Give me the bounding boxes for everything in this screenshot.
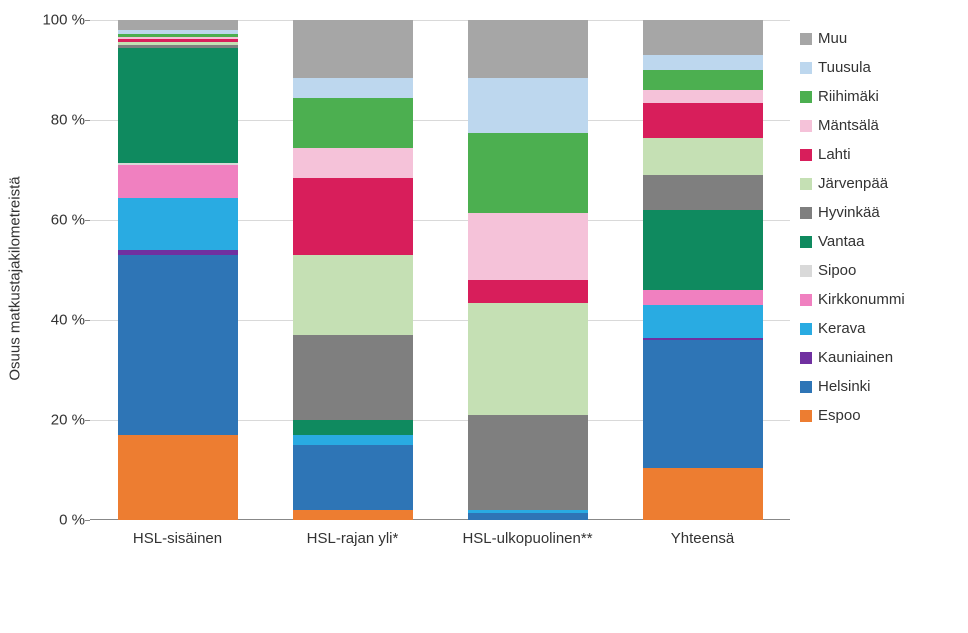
bar-segment [643,305,763,338]
y-tick-label: 80 % [35,112,85,129]
bar-segment [118,198,238,251]
legend-item: Riihimäki [800,88,905,105]
bar-segment [293,255,413,335]
bar-segment [643,90,763,103]
legend-label: Hyvinkää [818,204,880,221]
bars-region [90,20,790,520]
y-tick-label: 100 % [35,12,85,29]
bar-segment [293,178,413,256]
legend: Muu Tuusula Riihimäki Mäntsälä Lahti Järvenpä… [800,30,905,436]
bar-segment [643,175,763,210]
legend-label: Espoo [818,407,861,424]
x-tick-label: HSL-rajan yli* [265,520,440,547]
bar-segment [643,20,763,55]
legend-swatch [800,323,812,335]
legend-label: Helsinki [818,378,871,395]
legend-label: Mäntsälä [818,117,879,134]
bar-segment [468,280,588,303]
bar-segment [118,48,238,163]
bar-segment [468,303,588,416]
legend-label: Muu [818,30,847,47]
bar-segment [118,20,238,30]
bar-segment [293,335,413,420]
legend-item: Sipoo [800,262,905,279]
legend-label: Kauniainen [818,349,893,366]
bar-segment [468,78,588,133]
legend-item: Muu [800,30,905,47]
legend-swatch [800,265,812,277]
legend-item: Vantaa [800,233,905,250]
legend-swatch [800,410,812,422]
legend-swatch [800,178,812,190]
legend-label: Järvenpää [818,175,888,192]
y-tick-label: 60 % [35,212,85,229]
legend-item: Kauniainen [800,349,905,366]
bar-segment [643,103,763,138]
legend-item: Hyvinkää [800,204,905,221]
legend-item: Tuusula [800,59,905,76]
legend-swatch [800,294,812,306]
legend-item: Mäntsälä [800,117,905,134]
bar-segment [118,435,238,520]
bar-segment [293,20,413,78]
bar-segment [468,213,588,281]
legend-swatch [800,236,812,248]
bar-segment [293,435,413,445]
y-tick-label: 40 % [35,312,85,329]
legend-item: Järvenpää [800,175,905,192]
x-tick-label: Yhteensä [615,520,790,547]
bar-segment [293,420,413,435]
bar-group [118,20,238,520]
legend-item: Helsinki [800,378,905,395]
bar-segment [293,445,413,510]
y-tick-label: 0 % [35,512,85,529]
bar-segment [468,513,588,521]
legend-label: Sipoo [818,262,856,279]
legend-label: Kerava [818,320,866,337]
bar-segment [468,20,588,78]
legend-label: Riihimäki [818,88,879,105]
bar-segment [293,148,413,178]
legend-item: Kerava [800,320,905,337]
legend-item: Espoo [800,407,905,424]
legend-swatch [800,207,812,219]
legend-swatch [800,62,812,74]
legend-label: Vantaa [818,233,864,250]
bar-segment [643,210,763,290]
legend-swatch [800,381,812,393]
bar-segment [643,138,763,176]
y-tick-label: 20 % [35,412,85,429]
legend-swatch [800,149,812,161]
legend-label: Tuusula [818,59,871,76]
bar-segment [468,133,588,213]
bar-group [293,20,413,520]
bar-segment [118,165,238,198]
legend-swatch [800,120,812,132]
x-labels-region: HSL-sisäinenHSL-rajan yli*HSL-ulkopuolin… [90,520,790,547]
bar-segment [643,55,763,70]
bar-segment [643,290,763,305]
legend-label: Kirkkonummi [818,291,905,308]
y-axis-label: Osuus matkustajakilometreistä [7,176,24,380]
stacked-bar-chart: Osuus matkustajakilometreistä 0 %20 %40 … [90,20,790,570]
bar-group [643,20,763,520]
bar-segment [118,255,238,435]
bar-segment [468,415,588,510]
legend-label: Lahti [818,146,851,163]
bar-segment [293,510,413,520]
legend-swatch [800,352,812,364]
legend-swatch [800,91,812,103]
legend-swatch [800,33,812,45]
x-tick-label: HSL-sisäinen [90,520,265,547]
bar-segment [643,70,763,90]
bar-segment [643,468,763,521]
bar-segment [293,98,413,148]
legend-item: Kirkkonummi [800,291,905,308]
bar-group [468,20,588,520]
legend-item: Lahti [800,146,905,163]
bar-segment [643,340,763,468]
bar-segment [293,78,413,98]
x-tick-label: HSL-ulkopuolinen** [440,520,615,547]
